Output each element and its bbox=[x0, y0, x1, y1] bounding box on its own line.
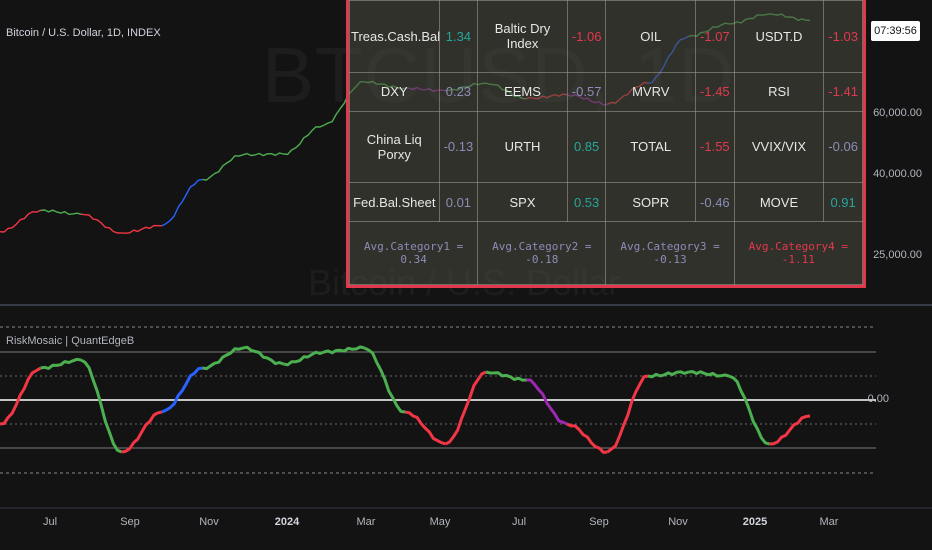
metric-name: SPX bbox=[477, 182, 568, 223]
metric-name: OIL bbox=[605, 0, 697, 73]
metric-name: USDT.D bbox=[733, 0, 825, 73]
symbol-title[interactable]: Bitcoin / U.S. Dollar, 1D, INDEX bbox=[6, 27, 161, 39]
oscillator-segment bbox=[566, 422, 608, 454]
oscillator-segment bbox=[769, 414, 811, 446]
metric-value: -0.13 bbox=[438, 110, 479, 184]
metric-value: 1.34 bbox=[438, 0, 479, 73]
oscillator-segment bbox=[485, 370, 527, 382]
oscillator-segment bbox=[404, 410, 446, 446]
category-average: Avg.Category3 = -0.13 bbox=[605, 221, 735, 285]
category-average: Avg.Category4 = -1.11 bbox=[733, 221, 864, 285]
oscillator-segment bbox=[40, 357, 82, 370]
oscillator-segment bbox=[202, 346, 244, 371]
metric-name: RSI bbox=[733, 71, 825, 112]
metric-value: -1.06 bbox=[566, 0, 607, 73]
metric-value: 0.53 bbox=[566, 182, 607, 223]
time-axis-label: Nov bbox=[199, 516, 219, 528]
indicator-zero-label: 0.00 bbox=[867, 393, 889, 405]
time-axis-label: Sep bbox=[589, 516, 609, 528]
price-segment bbox=[242, 152, 284, 157]
oscillator-segment bbox=[526, 378, 568, 426]
metric-value: -1.03 bbox=[823, 0, 863, 73]
price-segment bbox=[0, 209, 41, 233]
metric-value: 0.23 bbox=[438, 71, 479, 112]
price-label: 25,000.00 bbox=[873, 249, 922, 261]
oscillator-segment bbox=[606, 374, 649, 454]
time-axis-label: Mar bbox=[819, 516, 839, 528]
time-axis-label: Sep bbox=[120, 516, 140, 528]
price-segment bbox=[283, 124, 325, 156]
metric-value: 0.85 bbox=[566, 110, 607, 184]
oscillator-segment bbox=[688, 370, 730, 378]
metric-value: 0.91 bbox=[823, 182, 863, 223]
metric-name: MOVE bbox=[733, 182, 825, 223]
category-average: Avg.Category1 = 0.34 bbox=[348, 221, 479, 285]
oscillator-segment bbox=[242, 345, 284, 366]
price-segment bbox=[161, 178, 203, 227]
metric-name: Baltic Dry Index bbox=[477, 0, 568, 73]
price-label: 40,000.00 bbox=[873, 168, 922, 180]
time-axis-label: Mar bbox=[356, 516, 376, 528]
risk-table: Treas.Cash.Bal 1.34 Baltic Dry Index -1.06 O… bbox=[346, 0, 866, 288]
oscillator-segment bbox=[283, 350, 325, 367]
table-row: China Liq Porxy -0.13 URTH 0.85 TOTAL -1.55 VV… bbox=[349, 110, 863, 184]
metric-name: MVRV bbox=[605, 71, 697, 112]
oscillator-segment bbox=[161, 366, 203, 414]
time-badge: 07:39:56 bbox=[871, 21, 920, 41]
metric-value: 0.01 bbox=[438, 182, 479, 223]
metric-name: SOPR bbox=[605, 182, 697, 223]
time-axis-label: Nov bbox=[668, 516, 688, 528]
time-axis-label: Jul bbox=[511, 516, 527, 528]
price-segment bbox=[40, 209, 82, 216]
metric-name: URTH bbox=[477, 110, 568, 184]
time-axis-label: 2024 bbox=[274, 516, 300, 528]
metric-value: -1.55 bbox=[695, 110, 735, 184]
table-row: Fed.Bal.Sheet 0.01 SPX 0.53 SOPR -0.46 MOVE 0.9… bbox=[349, 182, 863, 223]
price-segment bbox=[202, 154, 244, 181]
table-row: DXY 0.23 EEMS -0.57 MVRV -1.45 RSI -1.41 bbox=[349, 71, 863, 112]
price-segment bbox=[80, 213, 122, 234]
oscillator-segment bbox=[80, 358, 123, 454]
oscillator-series bbox=[0, 345, 811, 454]
oscillator-segment bbox=[121, 410, 163, 454]
price-segment bbox=[121, 224, 162, 234]
metric-name: EEMS bbox=[477, 71, 568, 112]
metric-name: DXY bbox=[349, 71, 440, 112]
metric-name: China Liq Porxy bbox=[349, 110, 440, 184]
metric-value: -0.57 bbox=[566, 71, 607, 112]
metric-name: Treas.Cash.Bal bbox=[349, 0, 440, 73]
oscillator-segment bbox=[363, 346, 406, 414]
time-axis-label: May bbox=[429, 516, 451, 528]
oscillator-segment bbox=[0, 366, 42, 426]
table-row: Treas.Cash.Bal 1.34 Baltic Dry Index -1.06 O… bbox=[349, 0, 863, 73]
oscillator-segment bbox=[444, 370, 487, 446]
metric-value: -0.46 bbox=[695, 182, 735, 223]
metric-name: TOTAL bbox=[605, 110, 697, 184]
oscillator-segment bbox=[323, 345, 365, 355]
oscillator-segment bbox=[647, 370, 689, 379]
metric-name: VVIX/VIX bbox=[733, 110, 825, 184]
time-axis-label: 2025 bbox=[742, 516, 768, 528]
metric-name: Fed.Bal.Sheet bbox=[349, 182, 440, 223]
category-average: Avg.Category2 = -0.18 bbox=[477, 221, 607, 285]
metric-value: -1.41 bbox=[823, 71, 863, 112]
metric-value: -0.06 bbox=[823, 110, 863, 184]
table-row-averages: Avg.Category1 = 0.34 Avg.Category2 = -0.1… bbox=[348, 221, 864, 285]
indicator-title[interactable]: RiskMosaic | QuantEdgeB bbox=[6, 335, 135, 347]
time-axis-label: Jul bbox=[42, 516, 58, 528]
oscillator-segment bbox=[728, 374, 770, 446]
price-label: 60,000.00 bbox=[873, 107, 922, 119]
metric-value: -1.07 bbox=[695, 0, 735, 73]
metric-value: -1.45 bbox=[695, 71, 735, 112]
